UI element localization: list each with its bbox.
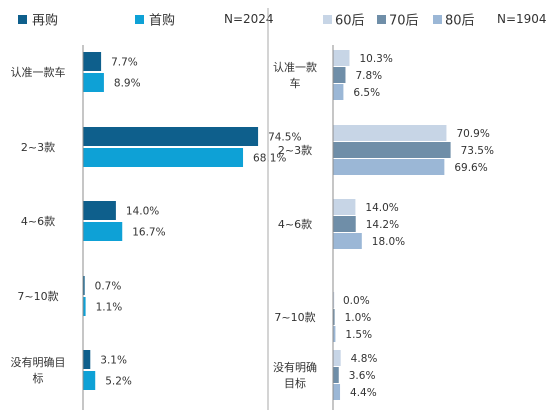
legend-swatch-left-0 <box>18 15 27 24</box>
data-label-right-2: 4.4% <box>350 387 377 399</box>
bar-left-1 <box>83 297 86 316</box>
data-label-right-0: 4.8% <box>351 353 378 365</box>
data-label-left-1: 68.1% <box>253 153 286 165</box>
data-label-left-0: 0.7% <box>95 281 122 293</box>
category-label-left: 标 <box>33 371 44 385</box>
bar-right-0 <box>333 350 341 366</box>
bar-left-0 <box>83 127 259 146</box>
right-chart: 60后 70后 80后 N=1904 认准一款车 10.3% 7.8% 6.5% 2~3款 70.… <box>273 12 547 410</box>
data-label-left-1: 1.1% <box>96 302 123 314</box>
category-label-right: 认准一款 <box>273 60 317 74</box>
bar-left-1 <box>83 73 104 92</box>
bar-left-0 <box>83 350 91 369</box>
category-label-right: 没有明确 <box>273 360 317 374</box>
bar-right-1 <box>333 367 339 383</box>
data-label-right-2: 69.6% <box>454 162 487 174</box>
legend-label-left-0: 再购 <box>32 13 58 29</box>
data-label-left-0: 7.7% <box>111 57 138 69</box>
data-label-left-1: 5.2% <box>105 376 132 388</box>
bar-right-1 <box>333 309 335 325</box>
legend-label-right-2: 80后 <box>445 14 475 29</box>
data-label-right-2: 1.5% <box>345 329 372 341</box>
data-label-right-1: 73.5% <box>461 145 494 157</box>
bar-right-0 <box>333 50 350 66</box>
category-label-left: 认准一款车 <box>11 65 66 79</box>
data-label-right-2: 6.5% <box>353 87 380 99</box>
left-chart: 再购 首购 N=2024 认准一款车 7.7% 8.9% 2~3款 74.5% 68.1% 4~6… <box>11 12 301 410</box>
data-label-right-0: 10.3% <box>359 53 392 65</box>
data-label-right-2: 18.0% <box>372 236 405 248</box>
bar-right-1 <box>333 67 346 83</box>
legend-swatch-right-0 <box>323 15 332 24</box>
left-sample-size: N=2024 <box>224 12 274 26</box>
legend-swatch-right-2 <box>433 15 442 24</box>
bar-right-0 <box>333 199 356 215</box>
data-label-right-0: 14.0% <box>365 202 398 214</box>
category-label-left: 7~10款 <box>17 289 58 303</box>
legend-label-left-1: 首购 <box>149 13 175 29</box>
bar-left-0 <box>83 201 116 220</box>
bar-left-0 <box>83 276 85 295</box>
bar-right-2 <box>333 326 336 342</box>
data-label-left-0: 14.0% <box>126 206 159 218</box>
bar-right-0 <box>333 292 335 308</box>
bar-right-1 <box>333 142 451 158</box>
bar-right-2 <box>333 384 341 400</box>
data-label-left-1: 8.9% <box>114 78 141 90</box>
legend-label-right-1: 70后 <box>389 14 419 29</box>
data-label-right-1: 1.0% <box>345 312 372 324</box>
data-label-right-1: 14.2% <box>366 219 399 231</box>
bar-left-0 <box>83 52 102 71</box>
data-label-right-1: 7.8% <box>355 70 382 82</box>
category-label-left: 2~3款 <box>21 140 55 154</box>
legend-label-right-0: 60后 <box>335 14 365 29</box>
data-label-left-0: 3.1% <box>100 355 127 367</box>
bar-left-1 <box>83 222 123 241</box>
bar-right-0 <box>333 125 447 141</box>
right-sample-size: N=1904 <box>497 12 547 26</box>
bar-right-2 <box>333 233 362 249</box>
data-label-right-0: 0.0% <box>343 295 370 307</box>
category-label-right: 车 <box>290 76 301 90</box>
data-label-left-0: 74.5% <box>268 132 301 144</box>
bar-right-1 <box>333 216 356 232</box>
bar-right-2 <box>333 159 445 175</box>
data-label-left-1: 16.7% <box>132 227 165 239</box>
data-label-right-0: 70.9% <box>456 128 489 140</box>
category-label-right: 2~3款 <box>278 143 312 157</box>
legend-swatch-left-1 <box>135 15 144 24</box>
bar-right-2 <box>333 84 344 100</box>
legend-swatch-right-1 <box>377 15 386 24</box>
category-label-left: 4~6款 <box>21 214 55 228</box>
bar-left-1 <box>83 371 96 390</box>
bar-left-1 <box>83 148 244 167</box>
category-label-right: 4~6款 <box>278 217 312 231</box>
category-label-right: 7~10款 <box>274 310 315 324</box>
category-label-left: 没有明确目 <box>11 355 66 369</box>
data-label-right-1: 3.6% <box>349 370 376 382</box>
category-label-right: 目标 <box>284 376 306 390</box>
